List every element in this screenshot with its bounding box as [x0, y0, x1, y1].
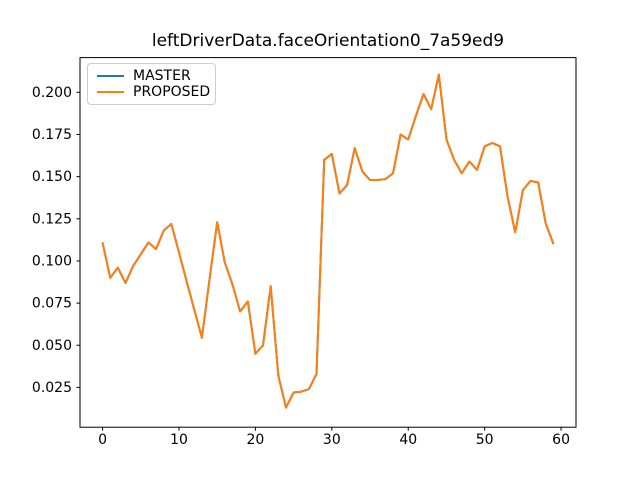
- master-line-swatch: [97, 74, 124, 77]
- x-tick-label: 20: [246, 432, 264, 448]
- legend-item-master: MASTER: [88, 69, 215, 83]
- y-tick-label: 0.050: [32, 338, 72, 354]
- y-tick-label: 0.100: [32, 253, 72, 269]
- x-tick-label: 10: [170, 432, 188, 448]
- series-line-proposed: [101, 73, 555, 409]
- x-tick-label: 60: [552, 432, 570, 448]
- y-tick-label: 0.175: [32, 127, 72, 143]
- legend-label-master: MASTER: [133, 67, 191, 84]
- legend: MASTER PROPOSED: [87, 63, 216, 105]
- x-tick-label: 40: [399, 432, 417, 448]
- legend-label-proposed: PROPOSED: [133, 84, 211, 101]
- x-tick-label: 0: [98, 432, 107, 448]
- chart-title: leftDriverData.faceOrientation0_7a59ed9: [151, 31, 505, 51]
- x-tick-label: 50: [476, 432, 494, 448]
- y-tick-label: 0.075: [32, 296, 72, 312]
- y-tick-label: 0.025: [32, 380, 72, 396]
- proposed-line-swatch: [97, 91, 124, 94]
- legend-item-proposed: PROPOSED: [88, 85, 215, 99]
- x-tick-label: 30: [323, 432, 341, 448]
- y-tick-label: 0.200: [32, 85, 72, 101]
- series-line-master: [101, 73, 555, 409]
- axes-frame: [79, 57, 577, 428]
- y-tick-label: 0.150: [32, 169, 72, 185]
- y-tick-label: 0.125: [32, 211, 72, 227]
